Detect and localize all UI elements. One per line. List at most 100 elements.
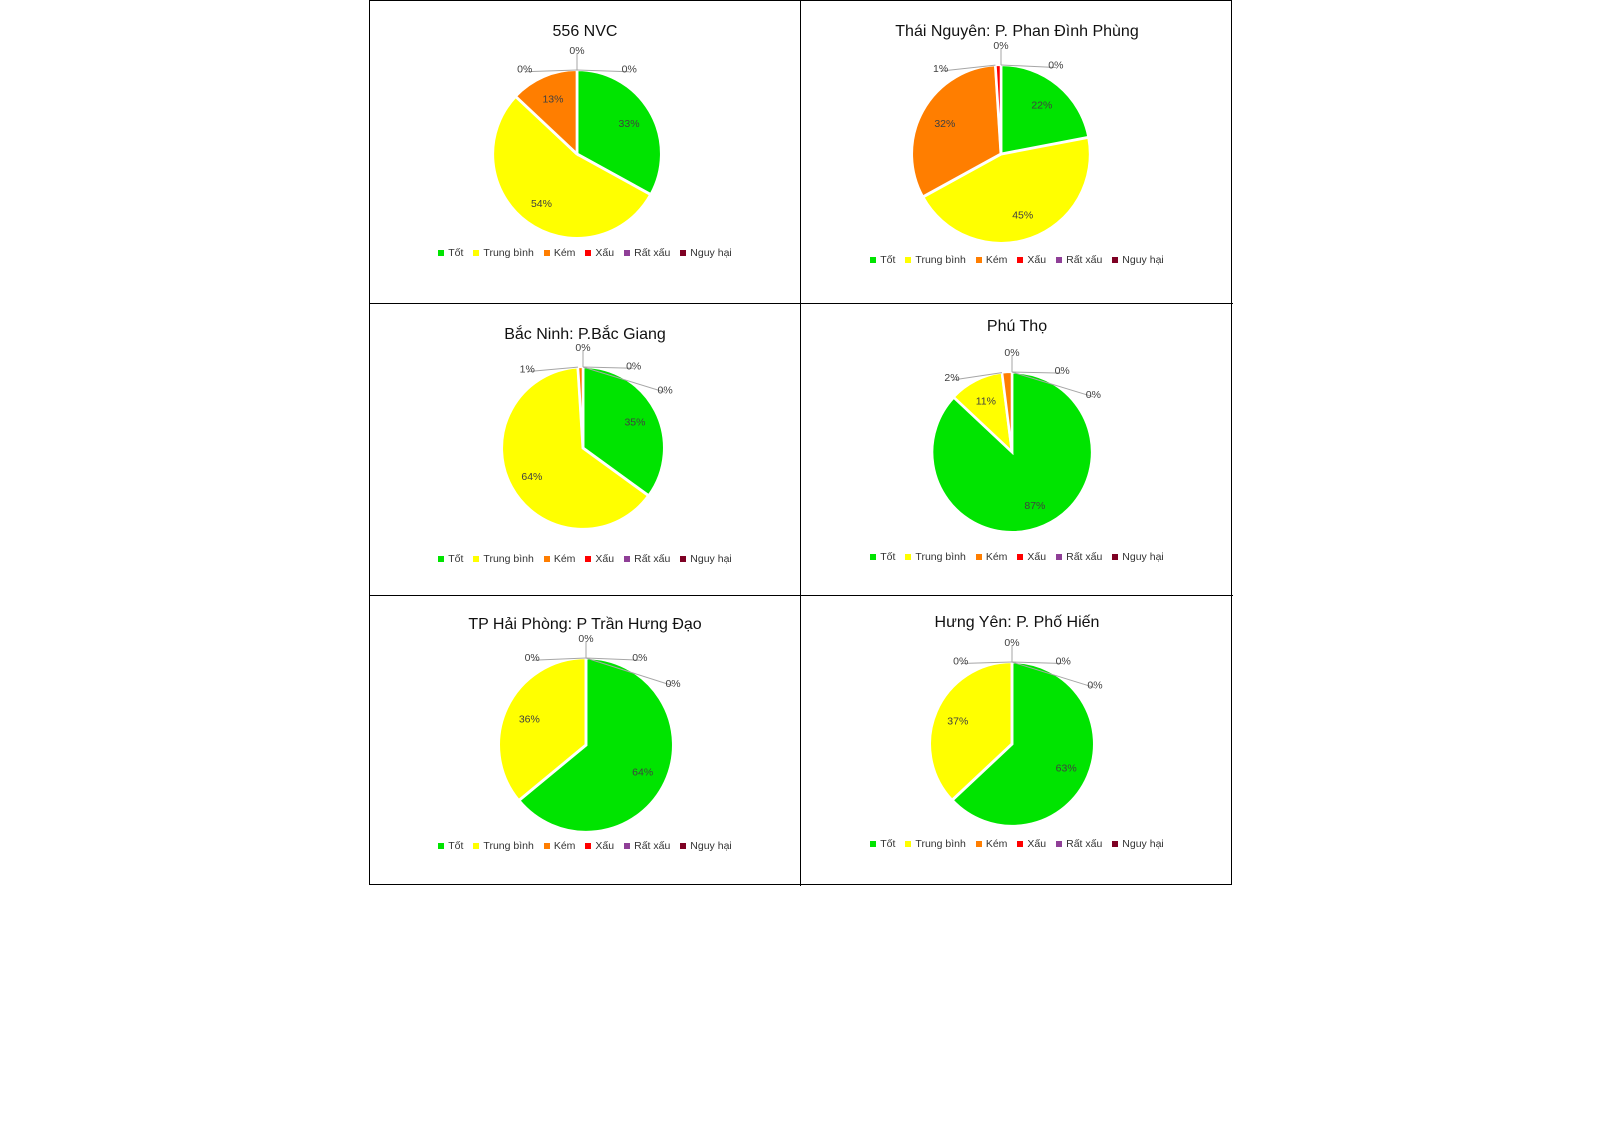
chart-panel: Hưng Yên: P. Phố Hiến 63% 37% 0% 0% 0% 0% Tốt Tr… <box>801 596 1233 886</box>
leader-line <box>527 366 578 373</box>
legend-label: Xấu <box>595 553 615 566</box>
leader-line <box>524 69 578 73</box>
legend-swatch <box>624 556 631 563</box>
data-label: 0% <box>1004 637 1019 649</box>
pie-chart: 35% 64% 1% 0% 0% 0% <box>500 342 673 531</box>
legend-item: Kém <box>543 840 575 852</box>
legend-label: Tốt <box>880 254 896 267</box>
legend-swatch <box>905 554 912 561</box>
data-label: 45% <box>1012 209 1033 221</box>
legend-item: Kém <box>543 553 576 566</box>
legend-item: Rất xấu <box>1056 838 1102 850</box>
legend-label: Tốt <box>448 247 464 260</box>
legend-label: Nguy hại <box>690 840 732 853</box>
data-label: 32% <box>934 118 955 130</box>
legend-item: Rất xấu <box>624 553 670 565</box>
chart-grid: 556 NVC 33% 54% 13% 0% 0% 0% Tốt Trung bình Kém Xấ… <box>369 0 1233 886</box>
data-label: 0% <box>626 360 641 372</box>
chart-panel: Phú Thọ 87% 11% 2% 0% 0% 0% Tốt Trung bình Kém Xấu… <box>801 304 1233 596</box>
legend-item: Rất xấu <box>1056 254 1102 266</box>
pie-slice-tot <box>575 68 663 197</box>
legend-item: Tốt <box>870 551 895 563</box>
legend-label: Nguy hại <box>1122 838 1164 851</box>
legend-swatch <box>585 843 592 850</box>
legend-swatch <box>870 841 877 848</box>
legend-label: Rất xấu <box>1066 551 1103 564</box>
legend-label: Kém <box>553 553 576 566</box>
chart-title: 556 NVC <box>552 23 618 40</box>
legend-swatch <box>543 250 550 257</box>
chart-panel: Thái Nguyên: P. Phan Đình Phùng 22% 45% 32%… <box>801 1 1233 304</box>
legend-swatch <box>870 554 877 561</box>
data-label: 2% <box>944 372 959 384</box>
data-label: 1% <box>520 364 535 376</box>
legend-item: Xấu <box>1017 254 1046 266</box>
chart-title: Bắc Ninh: P.Bắc Giang <box>504 326 666 343</box>
legend-item: Nguy hại <box>1112 551 1164 564</box>
data-label: 87% <box>1024 500 1045 512</box>
legend-item: Xấu <box>1017 551 1046 563</box>
legend-swatch <box>438 843 445 850</box>
legend-item: Kém <box>975 838 1007 850</box>
legend-swatch <box>473 843 480 850</box>
pie-slice-tot <box>581 365 666 498</box>
legend-label: Rất xấu <box>634 840 671 853</box>
chart-legend: Tốt Trung bình Kém Xấu Rất xấu Nguy hại <box>370 553 800 565</box>
legend-swatch <box>585 556 592 563</box>
leader-line <box>940 64 996 72</box>
data-label: 0% <box>993 40 1008 52</box>
leader-line <box>1011 371 1094 398</box>
legend-label: Trung bình <box>483 553 534 566</box>
legend-swatch <box>905 841 912 848</box>
legend-label: Xấu <box>1027 254 1047 267</box>
legend-swatch <box>438 556 445 563</box>
legend-swatch <box>543 556 550 563</box>
legend-label: Xấu <box>595 247 615 260</box>
legend-swatch <box>1017 841 1024 848</box>
legend-swatch <box>1017 554 1024 561</box>
data-label: 0% <box>517 64 532 76</box>
leader-line <box>960 661 1013 664</box>
legend-label: Nguy hại <box>1122 551 1164 564</box>
leader-line <box>1011 661 1096 689</box>
legend-item: Xấu <box>585 840 614 852</box>
leader-line <box>576 69 630 73</box>
data-label: 0% <box>1056 655 1071 667</box>
leader-line <box>1011 661 1064 664</box>
legend-label: Rất xấu <box>1066 838 1103 851</box>
legend-item: Nguy hại <box>1112 254 1164 267</box>
legend-swatch <box>975 554 982 561</box>
legend-swatch <box>473 556 480 563</box>
legend-item: Tốt <box>870 254 895 266</box>
legend-swatch <box>870 257 877 264</box>
legend-swatch <box>1017 257 1024 264</box>
pie-slice-tot <box>517 656 675 834</box>
pie-slice-trung-binh <box>500 365 651 531</box>
legend-swatch <box>680 556 687 563</box>
data-label: 33% <box>619 118 640 130</box>
data-label: 0% <box>622 64 637 76</box>
data-label: 1% <box>933 63 948 75</box>
data-label: 0% <box>1087 680 1102 692</box>
chart-legend: Tốt Trung bình Kém Xấu Rất xấu Nguy hại <box>801 551 1233 563</box>
legend-label: Nguy hại <box>1122 254 1164 267</box>
data-label: 36% <box>519 713 540 725</box>
legend-label: Rất xấu <box>634 553 671 566</box>
pie-chart: 64% 36% 0% 0% 0% 0% <box>497 633 681 834</box>
legend-label: Kém <box>553 247 576 260</box>
legend-label: Kém <box>985 551 1008 564</box>
pie-chart: 22% 45% 32% 1% 0% 0% <box>910 40 1092 245</box>
data-label: 54% <box>531 198 552 210</box>
legend-item: Xấu <box>585 247 614 259</box>
legend-item: Trung bình <box>473 553 534 566</box>
legend-item: Nguy hại <box>680 840 732 853</box>
legend-label: Trung bình <box>915 838 966 851</box>
legend-item: Kém <box>543 247 576 260</box>
legend-swatch <box>905 257 912 264</box>
legend-item: Nguy hại <box>680 247 732 259</box>
data-label: 0% <box>658 384 673 396</box>
legend-swatch <box>680 843 687 850</box>
leader-line <box>585 657 674 687</box>
chart-title: TP Hải Phòng: P Trần Hưng Đạo <box>468 616 702 633</box>
data-label: 0% <box>569 45 584 57</box>
